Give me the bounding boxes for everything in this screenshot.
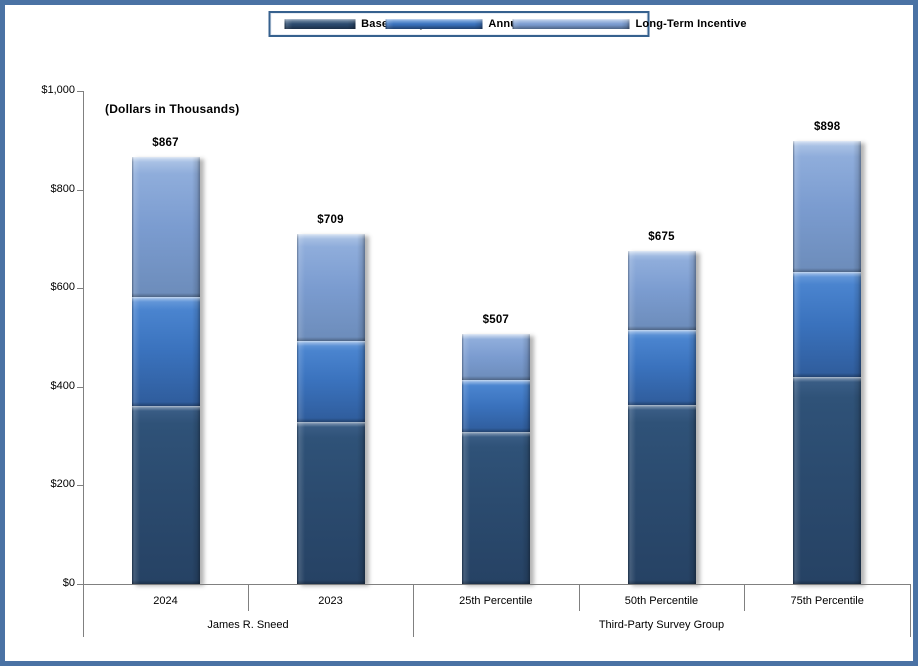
bar-segment-base-salary bbox=[296, 421, 365, 585]
bar-50th-percentile bbox=[627, 251, 696, 584]
y-tick-label: $400 bbox=[50, 379, 75, 392]
category-label: 25th Percentile bbox=[459, 595, 533, 607]
category-label: 75th Percentile bbox=[790, 595, 864, 607]
bar-total-label: $898 bbox=[813, 121, 841, 134]
category-separator bbox=[248, 584, 249, 611]
chart-area: $867 $709 $507 $675 $898 $0 $200 $400 $600 $800 $… bbox=[5, 5, 913, 661]
bar-25th-percentile bbox=[461, 334, 530, 584]
category-label: 2023 bbox=[318, 595, 343, 607]
y-tick-mark bbox=[77, 584, 83, 585]
y-tick-label: $800 bbox=[50, 182, 75, 195]
bar-segment-base-salary bbox=[461, 432, 530, 584]
bar-total-label: $709 bbox=[317, 214, 344, 227]
chart-legend: Base Salary Annual Incentive Long-Term I… bbox=[268, 11, 746, 37]
annual-incentive-swatch-icon bbox=[385, 19, 483, 29]
y-tick-label: $1,000 bbox=[41, 84, 75, 96]
long-term-incentive-swatch-icon bbox=[512, 19, 630, 29]
bar-segment-base-salary bbox=[131, 406, 200, 584]
y-tick-label: $200 bbox=[50, 478, 75, 491]
y-tick-mark bbox=[77, 189, 83, 191]
bar-segment-long-term-incentive bbox=[131, 156, 200, 298]
legend-item-long-term-incentive: Long-Term Incentive bbox=[512, 18, 746, 30]
bar-total-label: $507 bbox=[482, 314, 510, 327]
bar-segment-annual-incentive bbox=[627, 330, 696, 406]
bar-segment-base-salary bbox=[627, 405, 696, 584]
y-tick-label: $0 bbox=[62, 577, 75, 589]
y-tick-label: $600 bbox=[50, 281, 75, 294]
bar-75th-percentile bbox=[793, 141, 862, 585]
bar-2024 bbox=[131, 156, 200, 584]
category-label: 50th Percentile bbox=[624, 595, 699, 607]
y-axis-line bbox=[83, 91, 84, 637]
group-separator bbox=[413, 584, 414, 637]
bar-total-label: $867 bbox=[152, 136, 179, 149]
y-tick-mark bbox=[77, 91, 83, 92]
bar-segment-base-salary bbox=[793, 376, 862, 585]
bar-segment-long-term-incentive bbox=[296, 234, 365, 342]
y-tick-mark bbox=[77, 386, 83, 388]
legend-label: Long-Term Incentive bbox=[635, 18, 747, 30]
plot-area: $867 $709 $507 $675 $898 bbox=[83, 91, 910, 585]
bar-segment-long-term-incentive bbox=[793, 141, 862, 272]
category-separator bbox=[744, 584, 746, 611]
category-label: 2024 bbox=[153, 595, 178, 607]
category-separator bbox=[578, 584, 580, 611]
axis-units-note: (Dollars in Thousands) bbox=[105, 102, 240, 116]
bar-2023 bbox=[296, 234, 365, 585]
group-label: Third-Party Survey Group bbox=[598, 619, 725, 631]
bar-segment-annual-incentive bbox=[296, 340, 365, 422]
bar-segment-long-term-incentive bbox=[627, 251, 696, 331]
group-label: James R. Sneed bbox=[207, 619, 289, 631]
bar-segment-annual-incentive bbox=[461, 379, 530, 433]
y-tick-mark bbox=[77, 485, 83, 487]
group-separator bbox=[910, 584, 911, 637]
bar-segment-annual-incentive bbox=[793, 271, 862, 377]
bar-total-label: $675 bbox=[648, 231, 675, 244]
x-axis-line bbox=[83, 584, 910, 585]
bar-segment-annual-incentive bbox=[131, 297, 200, 407]
base-salary-swatch-icon bbox=[284, 19, 356, 29]
bar-segment-long-term-incentive bbox=[461, 334, 530, 380]
y-tick-mark bbox=[77, 288, 83, 290]
